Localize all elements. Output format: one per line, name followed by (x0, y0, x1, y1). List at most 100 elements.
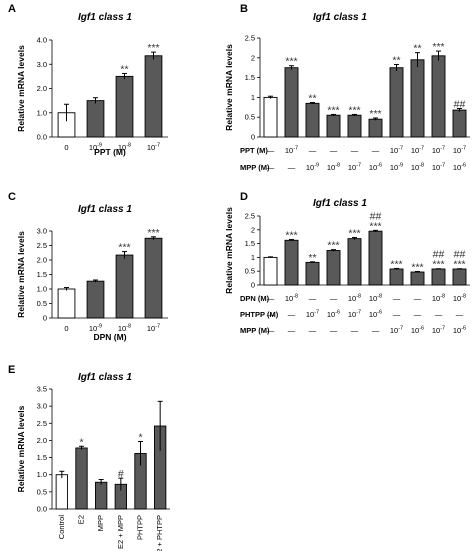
panel-a-y-tick-label: 2.0 (37, 84, 47, 93)
panel-a-y-tick-label: 3.0 (37, 60, 47, 69)
panel-b-y-tick-label: 1 (251, 93, 255, 102)
panel-e-label: E (8, 364, 15, 376)
panel-b-significance: ## (454, 98, 466, 110)
panel-d-significance: *** (390, 258, 402, 270)
panel-d-y-tick-label: 2.5 (245, 212, 255, 221)
panel-b-row-cell: 10-8 (327, 163, 340, 173)
panel-d-row-cell: 10-8 (432, 294, 445, 304)
panel-b-bar (431, 55, 446, 138)
panel-d-row-cell: — (330, 294, 338, 303)
panel-e-y-tick-label: 2.5 (37, 419, 47, 428)
panel-a-y-tick-label: 1.0 (37, 108, 47, 117)
panel-d-row-cell: 10-8 (285, 294, 298, 304)
panel-d-row-cell: — (267, 310, 275, 319)
panel-e-title: Igf1 class 1 (78, 372, 132, 383)
panel-a-y-tick-label: 4.0 (37, 36, 47, 45)
panel-b-row-cell: — (309, 146, 317, 155)
panel-d-row-cell: — (393, 294, 401, 303)
panel-d-row-label: DPN (M) (240, 294, 270, 303)
panel-e-y-tick-label: 1.0 (37, 470, 47, 479)
panel-d-significance-hash: ## (454, 249, 466, 261)
panel-c-x-label: DPN (M) (93, 332, 126, 342)
panel-c-x-tick-label: 0 (64, 324, 68, 333)
panel-d-significance: *** (453, 259, 465, 271)
panel-e-y-tick-label: 0.5 (37, 487, 47, 496)
panel-d-row-cell: — (393, 310, 401, 319)
panel-c-bar (144, 237, 163, 319)
panel-d-bar (305, 261, 320, 286)
panel-c-y-tick-label: 1.0 (37, 285, 47, 294)
panel-e-x-tick-label: E2 + PHTPP (155, 515, 164, 551)
panel-e-x-tick-label: E2 (77, 515, 86, 524)
panel-d-significance: *** (369, 220, 381, 232)
panel-b-row-cell: 10-7 (432, 163, 445, 173)
panel-b-row-cell: — (267, 163, 275, 172)
panel-b-row-cell: 10-7 (411, 146, 424, 156)
panel-d-row-cell: — (414, 294, 422, 303)
panel-e-y-tick-label: 2.0 (37, 436, 47, 445)
panel-b-bar (410, 59, 425, 138)
panel-a-title: Igf1 class 1 (78, 12, 132, 23)
panel-b-title: Igf1 class 1 (313, 12, 367, 23)
panel-b-row-cell: 10-6 (453, 163, 466, 173)
panel-b-row-label: PPT (M) (240, 146, 268, 155)
panel-d-row-cell: — (435, 310, 443, 319)
panel-b-row-cell: 10-7 (453, 146, 466, 156)
panel-c-bar (57, 288, 76, 319)
panel-b-significance: ** (308, 93, 316, 105)
panel-d-significance: ** (308, 252, 316, 264)
panel-c-y-tick-label: 1.5 (37, 270, 47, 279)
panel-b-y-tick-label: 0.5 (245, 113, 255, 122)
panel-d-row-cell: 10-8 (348, 294, 361, 304)
panel-d-bar (263, 256, 278, 286)
panel-d-row-cell: 10-7 (348, 310, 361, 320)
panel-c-significance: *** (118, 242, 130, 254)
panel-d-row-cell: — (372, 326, 380, 335)
panel-c-y-tick-label: 3.0 (37, 227, 47, 236)
panel-e-y-tick-label: 3.5 (37, 385, 47, 394)
panel-d-row-label: MPP (M) (240, 326, 270, 335)
panel-d-row-cell: 10-6 (453, 326, 466, 336)
panel-b-bar (326, 114, 341, 138)
panel-d-row-cell: — (288, 310, 296, 319)
panel-d-row-cell: — (351, 326, 359, 335)
panel-d-row-cell: — (309, 326, 317, 335)
panel-a-bar (86, 100, 105, 138)
panel-c-y-tick-label: 2.5 (37, 241, 47, 250)
panel-b-label: B (240, 3, 248, 15)
panel-a-significance: *** (147, 42, 159, 54)
panel-b-row-cell: 10-9 (390, 163, 403, 173)
panel-d-bar (368, 230, 383, 286)
panel-b-row-label: MPP (M) (240, 163, 270, 172)
panel-b-y-tick-label: 2 (251, 53, 255, 62)
panel-e-x-tick-label: Control (57, 515, 66, 540)
panel-a-y-label: Relative mRNA levels (16, 45, 26, 132)
panel-b-y-tick-label: 0 (251, 133, 255, 142)
panel-b-significance: *** (432, 41, 444, 53)
panel-c-bar (115, 254, 134, 319)
panel-e-y-label: Relative mRNA levels (16, 405, 26, 492)
panel-b-significance: ** (392, 55, 400, 67)
panel-d-bar (431, 268, 446, 286)
panel-d-row-cell: 10-6 (327, 310, 340, 320)
panel-d-label: D (240, 191, 248, 203)
panel-d-row-cell: — (288, 326, 296, 335)
panel-d-y-tick-label: 0.5 (245, 267, 255, 276)
panel-a-y-tick-label: 0.0 (37, 133, 47, 142)
panel-c-x-tick-label: 10-8 (118, 324, 131, 334)
panel-d-row-cell: — (309, 294, 317, 303)
panel-a-x-label: PPT (M) (94, 147, 126, 157)
panel-d-row-cell: 10-6 (411, 326, 424, 336)
panel-c-x-tick-label: 10-9 (89, 324, 102, 334)
panel-d-significance-hash: ## (433, 249, 445, 261)
panel-d-y-label: Relative mRNA levels (224, 207, 234, 294)
panel-b-significance: *** (327, 104, 339, 116)
panel-e-bar (75, 447, 88, 510)
panel-d-significance: *** (327, 240, 339, 252)
panel-c-significance: *** (147, 227, 159, 239)
panel-d-row-cell: 10-7 (432, 326, 445, 336)
panel-c-y-label: Relative mRNA levels (16, 231, 26, 318)
panel-d-y-tick-label: 1.5 (245, 239, 255, 248)
panel-d-significance: *** (348, 228, 360, 240)
